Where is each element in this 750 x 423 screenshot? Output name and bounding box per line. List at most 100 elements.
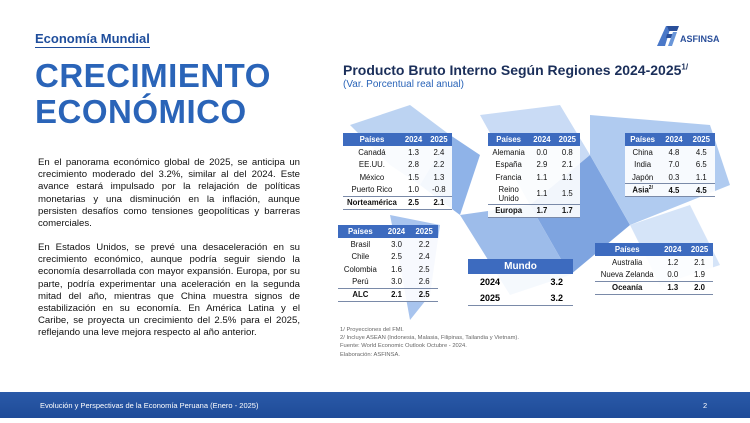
- region: ALC: [338, 287, 383, 302]
- table-asia: Países 2024 2025 China 4.8 4.5 India 7.0 6.5 J…: [625, 133, 715, 197]
- table-row: China 4.8 4.5: [625, 146, 715, 159]
- table-row: Francia 1.1 1.1: [488, 171, 580, 184]
- table-row: EE.UU. 2.8 2.2: [343, 159, 452, 172]
- country: Nueva Zelanda: [600, 270, 654, 279]
- country: Puerto Rico: [351, 185, 393, 194]
- value-2025: 2.1: [426, 195, 452, 210]
- col-2025: 2025: [687, 133, 715, 146]
- table-norteamerica: Países 2024 2025 Canadá 1.3 2.4 EE.UU. 2.8 2.2…: [343, 133, 452, 210]
- table-row: Perú 3.0 2.6: [338, 276, 438, 289]
- year: 2024: [480, 277, 501, 287]
- value-2024: 3.0: [391, 277, 402, 286]
- chart-subtitle: (Var. Porcentual real anual): [343, 79, 464, 90]
- title-line-1: CRECIMIENTO: [35, 57, 271, 94]
- value-2025: 2.2: [433, 160, 445, 170]
- country: Brasil: [350, 239, 371, 249]
- value-2024: 1.0: [408, 185, 419, 194]
- footnote-elaboration: Elaboración: ASFINSA.: [340, 351, 400, 358]
- value-2025: 4.5: [687, 183, 715, 197]
- title-line-2: ECONÓMICO: [35, 93, 247, 130]
- value-2024: 1.3: [408, 147, 419, 157]
- col-2024: 2024: [660, 133, 688, 146]
- table-row: Puerto Rico 1.0 -0.8: [343, 184, 452, 197]
- table-row: Australia 1.2 2.1: [595, 256, 713, 269]
- value: 3.2: [550, 277, 563, 287]
- paragraph-global: En el panorama económico global de 2025,…: [38, 157, 300, 230]
- table-row: México 1.5 1.3: [343, 171, 452, 184]
- value-2025: 1.3: [433, 172, 445, 182]
- country: China: [632, 147, 653, 157]
- value-2024: 2.9: [536, 160, 548, 170]
- chart-title: Producto Bruto Interno Según Regiones 20…: [343, 62, 688, 78]
- value-2025: 2.6: [418, 277, 430, 286]
- col-2024: 2024: [400, 133, 427, 146]
- col-2024: 2024: [659, 243, 687, 256]
- value-2025: 1.9: [694, 270, 705, 279]
- table-row: Chile 2.5 2.4: [338, 251, 438, 264]
- footnote-1: 1/ Proyecciones del FMI.: [340, 327, 404, 333]
- section-label: Economía Mundial: [35, 31, 150, 48]
- country: Australia: [612, 257, 643, 267]
- col-2024: 2024: [529, 133, 555, 146]
- table-mundo: Mundo 2024 3.2 2025 3.2: [468, 259, 573, 306]
- value-2025: 1.7: [554, 203, 580, 218]
- country: India: [634, 160, 652, 170]
- country: Colombia: [343, 264, 377, 274]
- table-oceania: Países 2024 2025 Australia 1.2 2.1 Nueva Zel…: [595, 243, 713, 295]
- country: Canadá: [358, 147, 386, 157]
- footer-text: Evolución y Perspectivas de la Economía …: [40, 401, 259, 410]
- svg-text:ASFINSA: ASFINSA: [680, 34, 720, 44]
- country: México: [359, 172, 385, 182]
- page-number: 2: [703, 401, 708, 410]
- table-row: Colombia 1.6 2.5: [338, 263, 438, 276]
- paragraph-regions: En Estados Unidos, se prevé una desacele…: [38, 242, 300, 339]
- value-2024: 2.8: [408, 160, 419, 170]
- region: Oceanía: [595, 280, 660, 295]
- footnote-2: 2/ Incluye ASEAN (Indonesia, Malasia, Fi…: [340, 335, 519, 342]
- value-2024: 1.2: [667, 257, 679, 267]
- region-name: Asia: [632, 185, 649, 195]
- footnotes: 1/ Proyecciones del FMI. 2/ Incluye ASEA…: [340, 326, 519, 359]
- country: Perú: [352, 277, 369, 286]
- country: Chile: [351, 252, 370, 262]
- table-row: 2025 3.2: [468, 290, 573, 306]
- value-2025: 4.5: [695, 147, 707, 157]
- value-2025: 2.5: [418, 264, 430, 274]
- value: 3.2: [550, 293, 563, 303]
- col-paises: Países: [343, 133, 401, 146]
- value-2024: 1.5: [408, 172, 419, 182]
- value-2024: 0.3: [668, 172, 680, 182]
- value-2024: 1.7: [529, 203, 555, 218]
- table-row: Japón 0.3 1.1: [625, 171, 715, 184]
- country: Alemania: [492, 147, 525, 157]
- value-2024: 1.3: [659, 280, 687, 295]
- value-2025: 2.4: [418, 252, 430, 262]
- table-total-row: Oceanía 1.3 2.0: [595, 280, 713, 295]
- table-row: India 7.0 6.5: [625, 159, 715, 172]
- country: Reino Unido: [498, 184, 519, 203]
- country: Japón: [632, 172, 654, 182]
- asfinsa-logo: ASFINSA: [657, 24, 742, 49]
- mundo-title: Mundo: [468, 259, 573, 274]
- table-row: Alemania 0.0 0.8: [488, 146, 580, 159]
- value-2025: 0.8: [561, 147, 573, 157]
- footnote-source: Fuente: World Economic Outlook Octubre -…: [340, 343, 467, 350]
- value-2025: 2.1: [561, 160, 573, 170]
- value-2025: 1.1: [695, 172, 707, 182]
- table-total-row: ALC 2.1 2.5: [338, 287, 438, 302]
- value-2024: 4.5: [660, 183, 688, 197]
- region: Asia2/: [625, 183, 661, 197]
- value-2024: 7.0: [668, 160, 680, 170]
- page-title: CRECIMIENTO ECONÓMICO: [35, 58, 271, 130]
- table-row: Canadá 1.3 2.4: [343, 146, 452, 159]
- chart-title-text: Producto Bruto Interno Según Regiones 20…: [343, 62, 682, 78]
- value-2025: 2.4: [433, 147, 445, 157]
- table-row: Reino Unido 1.1 1.5: [488, 184, 580, 205]
- value-2024: 0.0: [667, 270, 679, 279]
- col-2025: 2025: [686, 243, 713, 256]
- table-total-row: Norteamérica 2.5 2.1: [343, 195, 452, 210]
- col-paises: Países: [625, 133, 661, 146]
- value-2025: 2.1: [694, 257, 705, 267]
- footer-bar: Evolución y Perspectivas de la Economía …: [0, 392, 750, 418]
- value-2025: 2.2: [418, 239, 430, 249]
